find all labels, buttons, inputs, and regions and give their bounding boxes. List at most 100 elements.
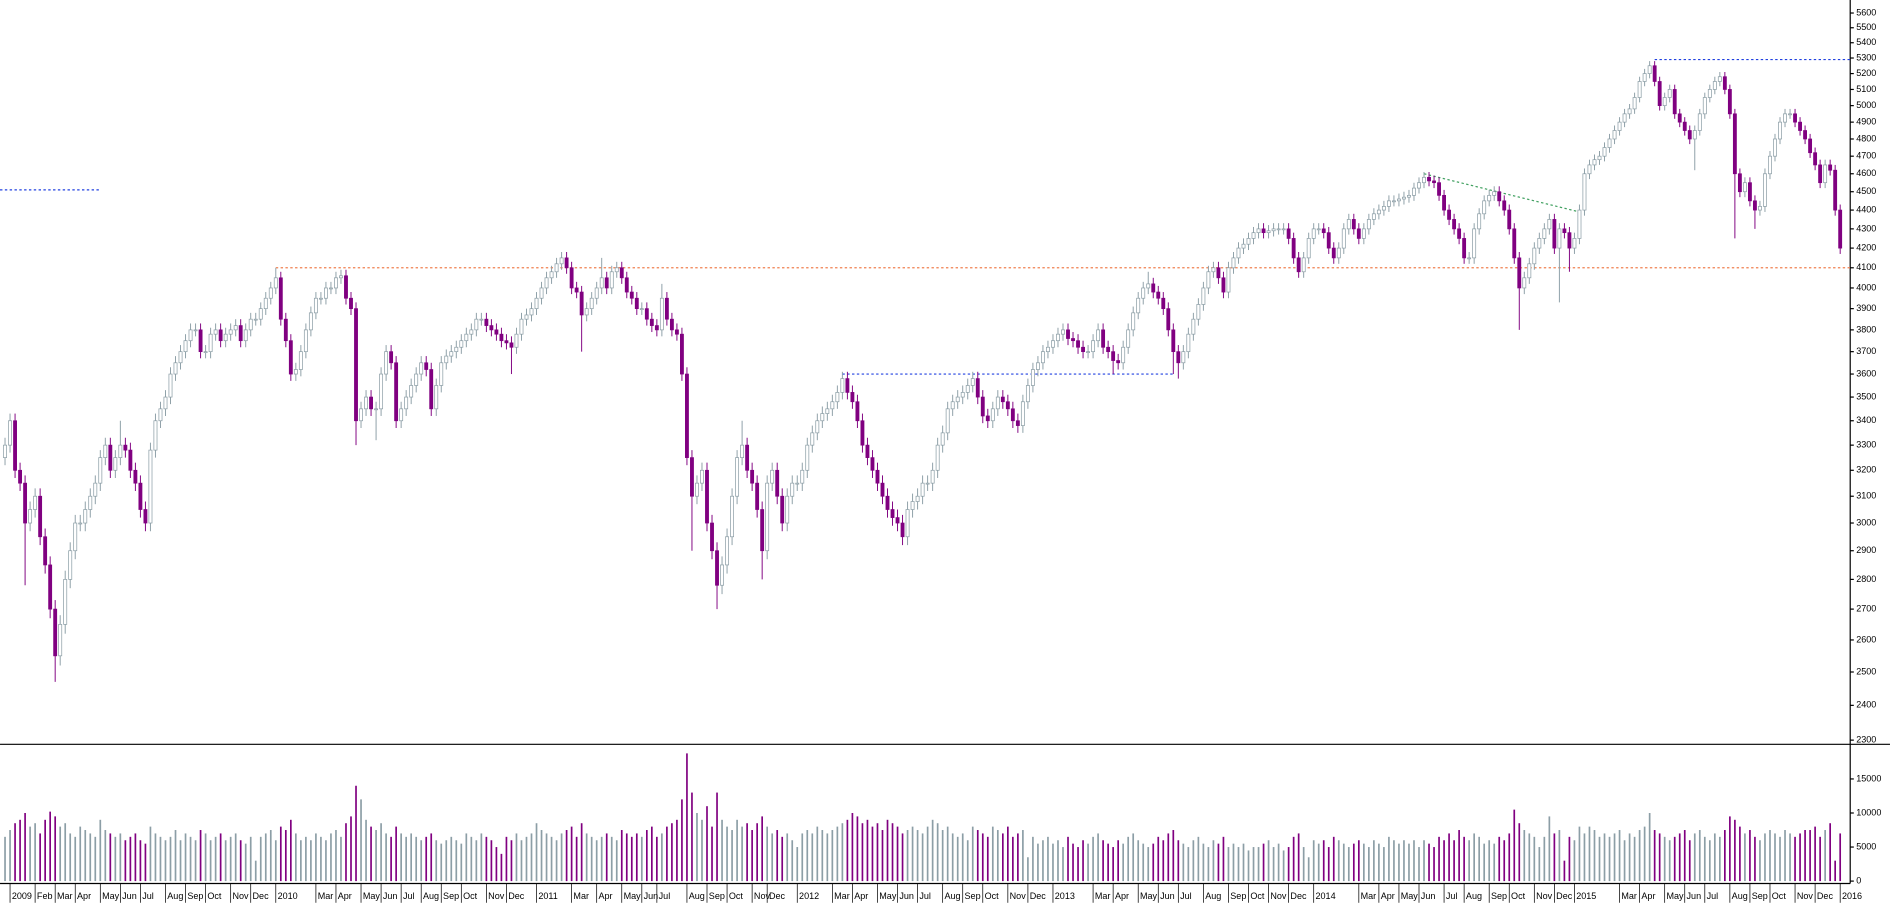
candle-body [1321,228,1326,234]
candle-body [1356,228,1361,239]
y-tick-label: 4900 [1856,117,1876,127]
candle-body [915,495,920,502]
candle-body [499,333,504,342]
x-tick-label: Jun [1160,891,1175,901]
candle-body [1041,351,1045,364]
volume-tick-label: 5000 [1856,841,1876,851]
x-tick-label: Jun [383,891,398,901]
candle-body [43,536,48,566]
candle-body [705,469,709,524]
candle-body [1196,304,1201,320]
candle-body [464,333,469,342]
candle-body [579,291,584,316]
candle-body [344,275,348,299]
candle-body [1577,209,1582,239]
candle-body [193,329,198,332]
candle-body [228,329,233,335]
candle-body [1371,213,1376,220]
candle-body [1407,194,1411,198]
candle-body [1136,297,1141,314]
candle-body [1241,243,1246,249]
candle-body [1271,228,1276,232]
candle-body [13,420,17,471]
candle-body [1838,209,1843,249]
candle-body [354,308,358,422]
candle-body [273,277,278,289]
volume-tick-label: 0 [1856,875,1861,885]
candle-body [1301,257,1306,273]
candle-body [604,277,609,289]
candle-body [1061,329,1065,335]
candle-body [875,469,880,484]
y-tick-label: 4500 [1856,186,1876,196]
candle-body [28,509,33,524]
y-tick-label: 5500 [1856,22,1876,32]
candle-body [760,509,765,552]
candle-body [1557,228,1562,249]
x-tick-label: Nov [1010,891,1027,901]
candle-body [459,340,464,348]
candle-body [1712,81,1717,90]
x-tick-label: Oct [463,891,478,901]
candle-body [780,495,785,524]
candle-body [1612,130,1617,140]
candle-body [439,362,444,386]
candle-body [1000,396,1005,403]
candle-body [409,385,414,398]
candle-body [429,369,434,410]
candle-body [263,297,268,310]
candle-body [1030,369,1035,386]
x-tick-label: Nov [754,891,771,901]
candle-body [1737,173,1742,193]
candle-body [524,314,529,320]
candle-body [53,608,58,657]
candle-body [534,297,539,310]
candle-body [1246,238,1251,245]
candle-body [113,457,118,471]
x-tick-label: Jul [1446,891,1458,901]
candle-body [183,340,188,353]
candle-body [1035,362,1040,370]
candle-body [1432,180,1436,184]
y-tick-label: 4800 [1856,133,1876,143]
candle-body [138,482,143,510]
candle-body [609,271,614,289]
x-tick-label: Aug [1205,891,1221,901]
candle-body [1316,228,1321,231]
candle-body [574,287,579,293]
candle-body [1457,228,1462,239]
candle-body [870,457,875,471]
candle-body [950,401,955,410]
y-tick-label: 3300 [1856,440,1876,450]
x-tick-label: Oct [1250,891,1265,901]
candle-body [384,351,389,375]
candle-body [324,287,328,299]
x-tick-label: Oct [207,891,222,901]
candle-body [1647,65,1652,74]
candle-body [725,536,729,566]
candle-body [1231,257,1236,269]
candle-body [1828,164,1833,171]
candle-body [810,432,815,446]
candle-body [1572,238,1577,249]
candle-body [1422,176,1426,184]
candle-body [775,469,780,497]
x-tick-label: Nov [488,891,505,901]
candle-body [554,263,559,273]
candle-body [594,287,599,299]
candle-body [519,318,524,335]
candle-body [795,482,800,485]
candle-body [514,333,519,348]
candle-body [1773,138,1777,157]
y-tick-label: 2900 [1856,545,1876,555]
candle-body [1306,238,1311,259]
candle-body [143,509,148,524]
candle-body [1672,89,1677,115]
x-tick-label: Jul [403,891,415,901]
candle-body [73,522,78,552]
candle-body [1662,97,1667,106]
candle-body [1201,287,1206,305]
y-tick-label: 5300 [1856,52,1876,62]
x-tick-label: Aug [944,891,960,901]
x-tick-label: Feb [37,891,53,901]
